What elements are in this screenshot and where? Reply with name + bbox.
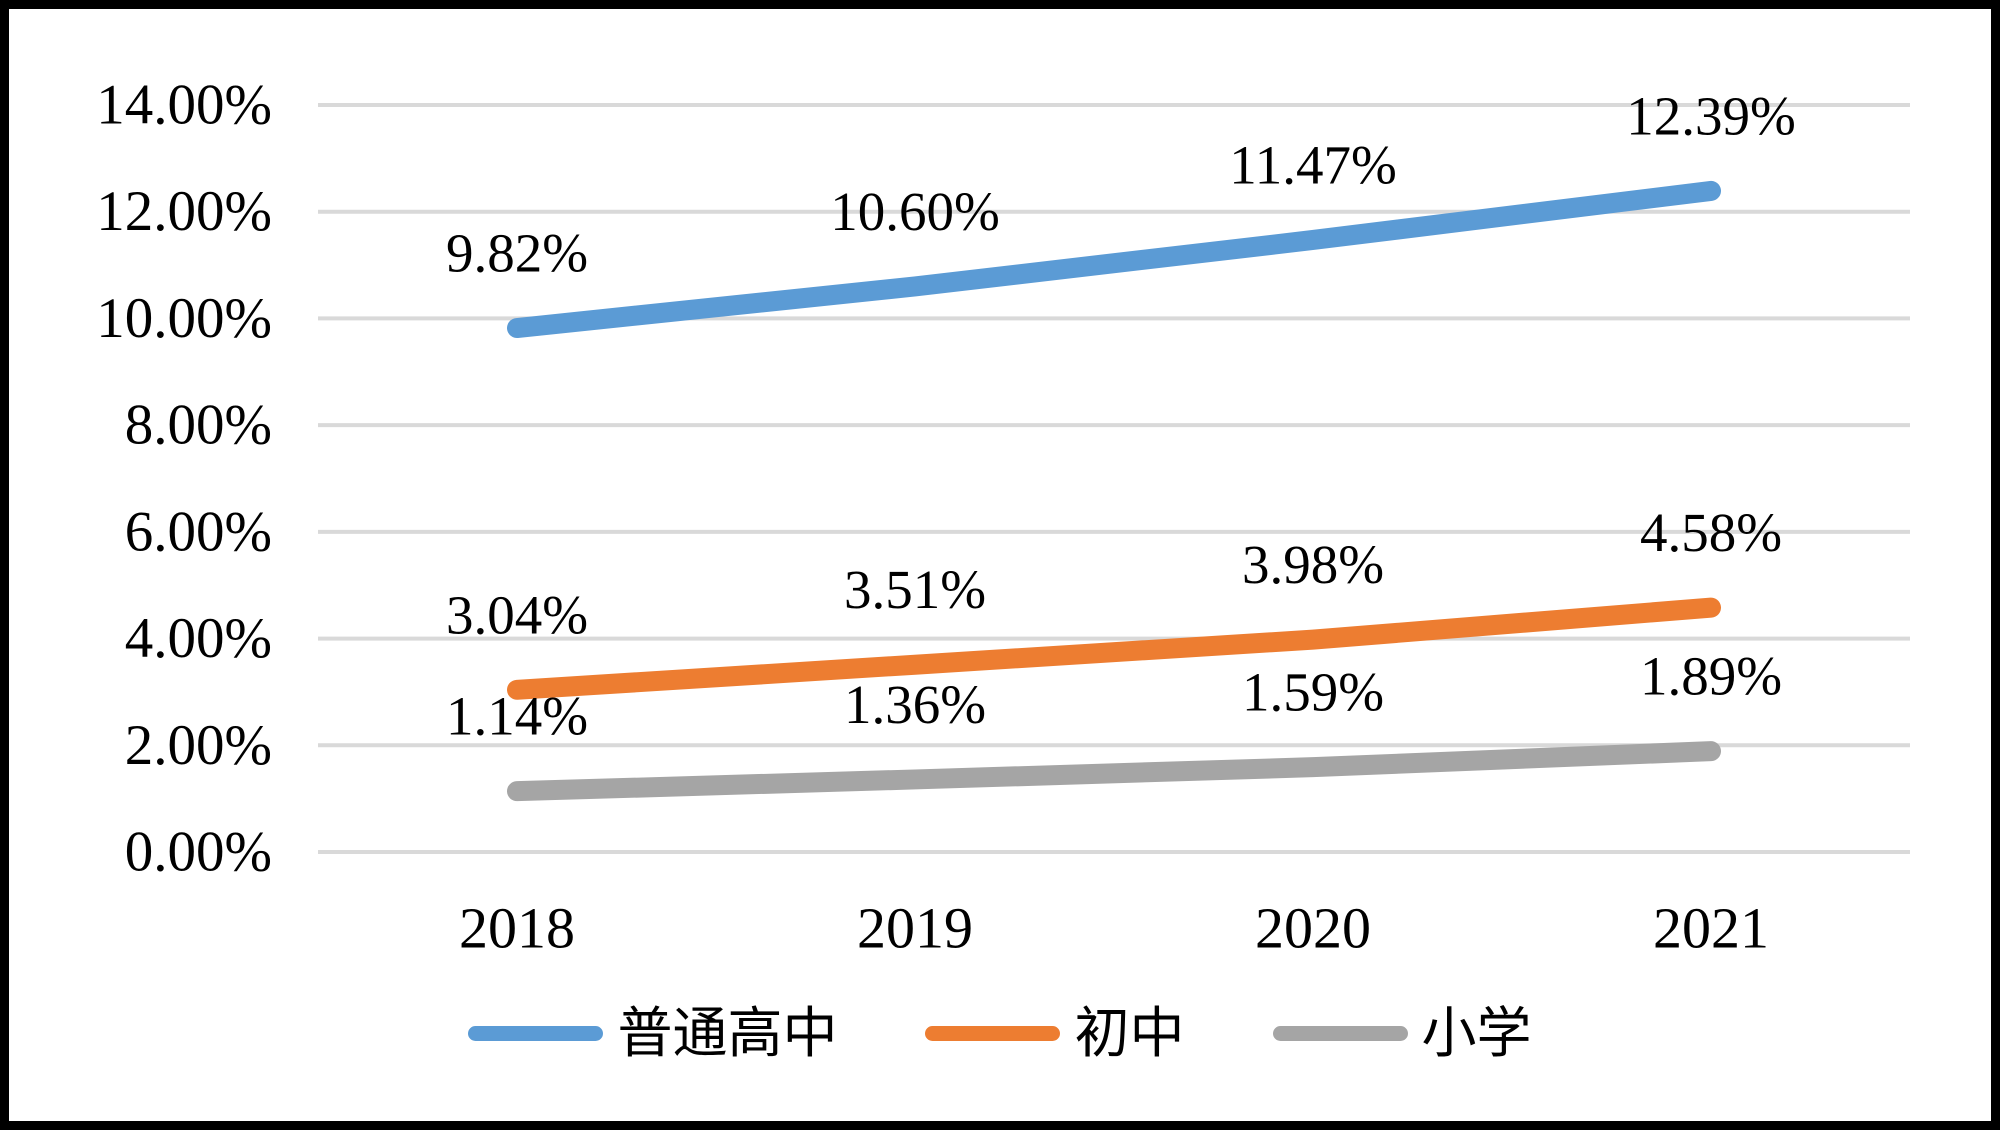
x-axis-tick-label: 2020 [1255, 896, 1371, 961]
data-label: 3.98% [1242, 534, 1384, 595]
legend-label-junior-high: 初中 [1074, 1002, 1185, 1064]
x-axis-tick-label: 2018 [459, 896, 575, 961]
series-line-0 [507, 180, 1721, 339]
data-label: 11.47% [1229, 134, 1397, 195]
data-label: 1.14% [446, 686, 588, 747]
legend-swatch-primary-school-icon [1272, 1025, 1408, 1041]
legend-item-general-high-school: 普通高中 [468, 1006, 837, 1061]
legend-item-primary-school: 小学 [1272, 1002, 1532, 1064]
data-label: 4.58% [1640, 502, 1782, 563]
x-axis-tick-label: 2021 [1653, 896, 1769, 961]
y-axis-tick-label: 14.00% [96, 74, 272, 137]
data-label: 12.39% [1626, 85, 1796, 146]
data-label: 1.36% [844, 674, 986, 735]
series-line-1 [507, 597, 1721, 700]
x-axis-tick-label: 2019 [857, 896, 973, 961]
data-label: 10.60% [830, 181, 1000, 242]
y-axis-tick-label: 0.00% [125, 821, 272, 884]
legend-label-primary-school: 小学 [1421, 1002, 1532, 1064]
y-axis-tick-label: 8.00% [125, 394, 272, 457]
y-axis-tick-label: 12.00% [96, 180, 272, 243]
data-label: 3.51% [844, 559, 986, 620]
legend-swatch-general-high-school-icon [468, 1025, 604, 1041]
y-axis-tick-label: 10.00% [96, 287, 272, 350]
data-label: 1.89% [1640, 646, 1782, 707]
y-axis-tick-label: 6.00% [125, 500, 272, 563]
legend-swatch-junior-high-icon [925, 1025, 1061, 1041]
legend-item-junior-high: 初中 [925, 1002, 1185, 1064]
series-line-2 [507, 741, 1721, 802]
legend-label-general-high-school: 普通高中 [617, 1002, 838, 1064]
data-label: 9.82% [446, 223, 588, 284]
data-label: 1.59% [1242, 662, 1384, 723]
data-label: 3.04% [446, 584, 588, 645]
y-axis-tick-label: 4.00% [125, 607, 272, 670]
y-axis-tick-label: 2.00% [125, 714, 272, 777]
legend: 普通高中 初中 小学 [0, 998, 2000, 1068]
